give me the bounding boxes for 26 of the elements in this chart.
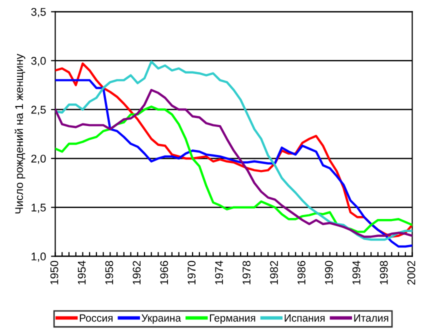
legend-label: Украина [142,314,182,324]
y-tick-label: 3,5 [31,8,46,18]
x-tick-label: 1990 [324,260,333,284]
x-tick-label: 1958 [105,260,114,284]
x-tick-label: 1954 [78,260,86,284]
x-tick-label: 1994 [352,260,360,284]
x-tick-label: 1970 [188,260,196,284]
legend-label: Россия [80,314,113,322]
y-axis-title: Число рождений на 1 женщину [14,54,26,214]
x-tick-label: 1986 [298,260,306,284]
legend-label: Германия [210,314,256,324]
x-tick-label: 1998 [380,260,388,284]
y-tick-label: 1,5 [32,204,46,213]
y-tick-label: 2,5 [31,106,46,115]
legend-label: Италия [354,314,388,322]
legend-label: Испания [284,314,325,322]
x-tick-label: 1982 [270,260,278,284]
y-tick-label: 2,0 [31,154,46,164]
y-tick-label: 1,0 [32,252,46,262]
x-tick-label: 2002 [407,260,416,285]
x-tick-label: 1962 [132,260,141,284]
x-tick-label: 1950 [50,260,58,284]
y-tick-label: 3,0 [31,56,46,66]
x-tick-label: 1974 [215,260,223,284]
x-tick-label: 1966 [160,260,168,284]
x-tick-label: 1978 [242,260,250,284]
